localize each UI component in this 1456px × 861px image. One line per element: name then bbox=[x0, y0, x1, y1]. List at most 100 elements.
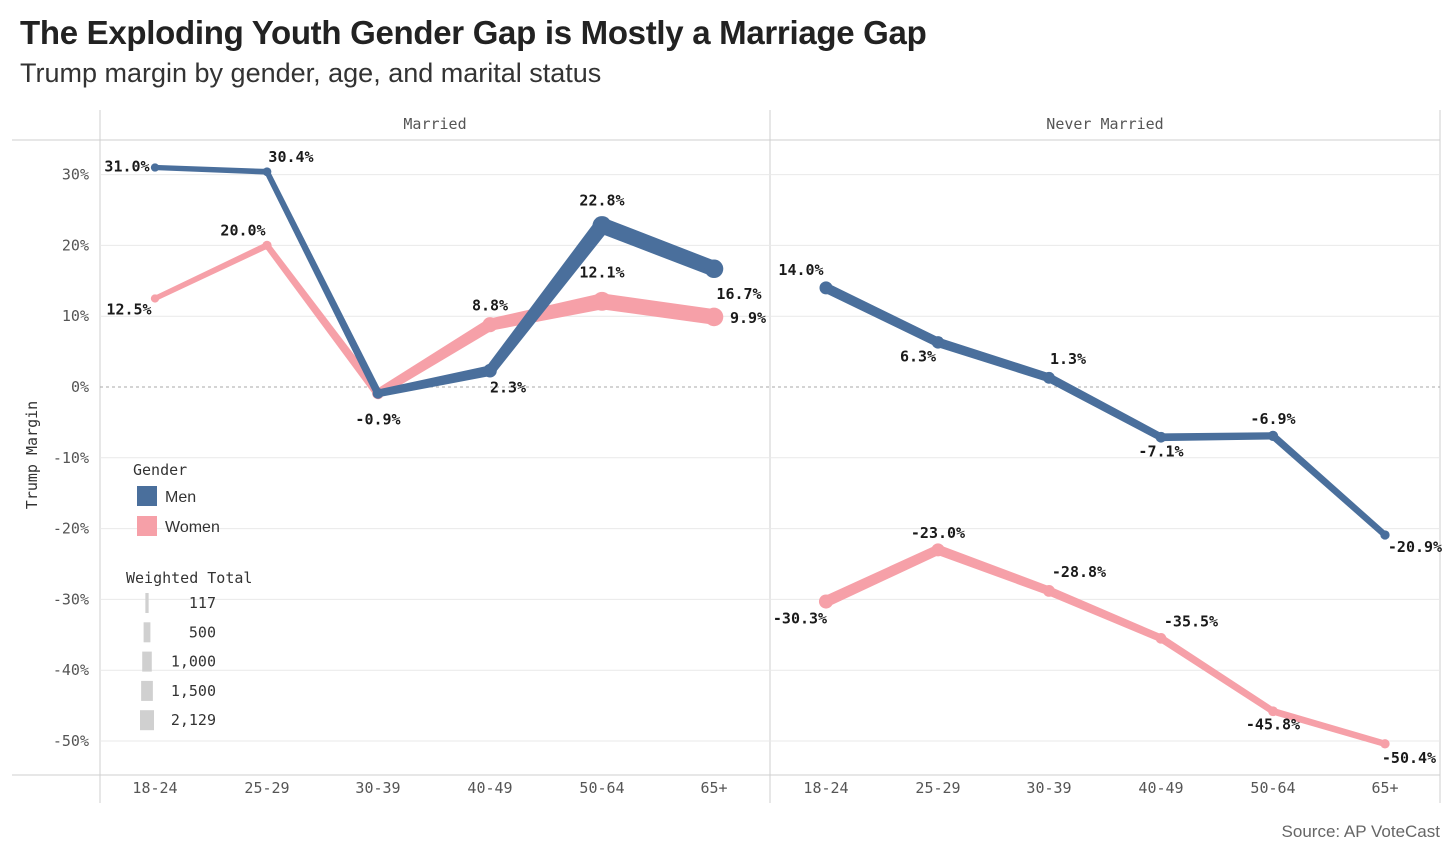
never-married-men-point bbox=[1043, 371, 1055, 384]
series-lines bbox=[150, 163, 1390, 749]
data-label: -23.0% bbox=[911, 524, 965, 542]
x-tick-label: 50-64 bbox=[579, 779, 624, 797]
never-married-women-point bbox=[1155, 633, 1167, 644]
legend-size-swatch bbox=[143, 622, 151, 643]
chart-subtitle: Trump margin by gender, age, and marital… bbox=[20, 58, 602, 88]
married-men-segment bbox=[599, 218, 717, 277]
x-tick-label: 30-39 bbox=[1026, 779, 1071, 797]
married-men-point bbox=[372, 388, 384, 399]
legend-size-swatch bbox=[145, 593, 149, 613]
data-label: -45.8% bbox=[1246, 715, 1300, 733]
y-tick-label: 10% bbox=[62, 307, 89, 325]
legend-size-swatch bbox=[140, 710, 154, 731]
data-label: 9.9% bbox=[730, 309, 766, 327]
legend-men-swatch bbox=[137, 486, 157, 506]
data-label: 16.7% bbox=[716, 285, 761, 303]
married-women-point bbox=[704, 307, 724, 327]
x-tick-label: 40-49 bbox=[1138, 779, 1183, 797]
data-label: -6.9% bbox=[1250, 410, 1295, 428]
never-married-men-segment bbox=[1270, 433, 1388, 538]
data-label: 2.3% bbox=[490, 379, 526, 397]
legend-men-label: Men bbox=[165, 489, 196, 506]
married-men-segment bbox=[485, 220, 609, 374]
y-tick-label: 30% bbox=[62, 166, 89, 184]
married-women-segment bbox=[375, 319, 494, 398]
married-men-point bbox=[262, 167, 272, 177]
data-label: -50.4% bbox=[1382, 749, 1436, 767]
never-married-women-point bbox=[1380, 739, 1390, 749]
legend: Gender Men Women Weighted Total 117 500 1,000 1… bbox=[126, 461, 252, 731]
never-married-men-point bbox=[819, 281, 833, 295]
married-women-segment bbox=[153, 242, 269, 301]
x-tick-label: 50-64 bbox=[1250, 779, 1295, 797]
married-women-point bbox=[150, 294, 160, 303]
data-labels: 31.0% 30.4% -0.9% 2.3% 22.8% 16.7% 12.5% 20.0% 8… bbox=[104, 148, 1442, 767]
y-tick-label: 0% bbox=[71, 378, 89, 396]
data-label: -30.3% bbox=[773, 610, 827, 628]
never-married-women-point bbox=[931, 543, 945, 557]
married-men-point bbox=[150, 163, 160, 172]
never-married-women-point bbox=[1043, 585, 1055, 597]
data-label: -0.9% bbox=[355, 410, 400, 428]
data-label: 12.1% bbox=[579, 263, 624, 281]
y-axis-title: Trump Margin bbox=[23, 401, 41, 509]
never-married-men-segment bbox=[823, 283, 941, 347]
never-married-women-segment bbox=[1272, 708, 1386, 747]
never-married-women-segment bbox=[1047, 586, 1163, 642]
data-label: 30.4% bbox=[268, 148, 313, 166]
never-married-women-segment bbox=[936, 545, 1051, 596]
x-tick-label: 30-39 bbox=[355, 779, 400, 797]
never-married-men-segment bbox=[1160, 432, 1274, 442]
never-married-men-point bbox=[1155, 431, 1167, 443]
data-label: 6.3% bbox=[900, 347, 936, 365]
legend-size-swatch bbox=[141, 680, 153, 701]
never-married-men-segment bbox=[936, 337, 1051, 382]
source-note: Source: AP VoteCast bbox=[1281, 822, 1440, 841]
data-label: 12.5% bbox=[106, 301, 151, 319]
x-tick-label: 18-24 bbox=[803, 779, 848, 797]
never-married-women-segment bbox=[823, 545, 941, 607]
married-women-segment bbox=[600, 293, 716, 325]
data-label: 20.0% bbox=[220, 221, 265, 239]
never-married-women-point bbox=[818, 594, 834, 609]
data-label: -20.9% bbox=[1388, 538, 1442, 556]
married-men-point bbox=[704, 259, 724, 279]
married-men-point bbox=[483, 363, 497, 378]
never-married-men-point bbox=[931, 336, 945, 349]
married-men-point bbox=[592, 216, 612, 236]
legend-size-label: 500 bbox=[189, 623, 216, 641]
legend-size-title: Weighted Total bbox=[126, 569, 252, 587]
legend-size-label: 1,500 bbox=[171, 682, 216, 700]
legend-size-swatch bbox=[142, 651, 152, 672]
x-tick-label: 65+ bbox=[700, 779, 727, 797]
y-tick-label: 20% bbox=[62, 236, 89, 254]
panel-header-never-married: Never Married bbox=[1046, 115, 1163, 133]
legend-size-label: 2,129 bbox=[171, 711, 216, 729]
married-women-point bbox=[592, 291, 612, 311]
x-tick-label: 65+ bbox=[1371, 779, 1398, 797]
never-married-men-point bbox=[1267, 430, 1279, 441]
y-tick-label: -40% bbox=[53, 661, 89, 679]
data-label: -28.8% bbox=[1052, 563, 1106, 581]
panel-header-married: Married bbox=[403, 115, 466, 133]
never-married-men-point bbox=[1380, 530, 1390, 540]
x-tick-label: 25-29 bbox=[915, 779, 960, 797]
data-label: 1.3% bbox=[1050, 350, 1086, 368]
married-men-segment bbox=[264, 170, 382, 396]
legend-gender-title: Gender bbox=[133, 461, 187, 479]
data-label: 22.8% bbox=[579, 192, 624, 210]
legend-size-label: 117 bbox=[189, 594, 216, 612]
chart-title: The Exploding Youth Gender Gap is Mostly… bbox=[20, 14, 927, 51]
legend-women-label: Women bbox=[165, 519, 220, 536]
x-tick-label: 18-24 bbox=[132, 779, 177, 797]
y-tick-label: -20% bbox=[53, 520, 89, 538]
data-label: 31.0% bbox=[104, 158, 149, 176]
y-tick-label: -50% bbox=[53, 732, 89, 750]
married-men-segment bbox=[154, 164, 268, 175]
chart-frame bbox=[12, 110, 1441, 803]
y-tick-label: -30% bbox=[53, 590, 89, 608]
data-label: 8.8% bbox=[472, 297, 508, 315]
married-women-point bbox=[482, 317, 498, 333]
y-tick-label: -10% bbox=[53, 449, 89, 467]
